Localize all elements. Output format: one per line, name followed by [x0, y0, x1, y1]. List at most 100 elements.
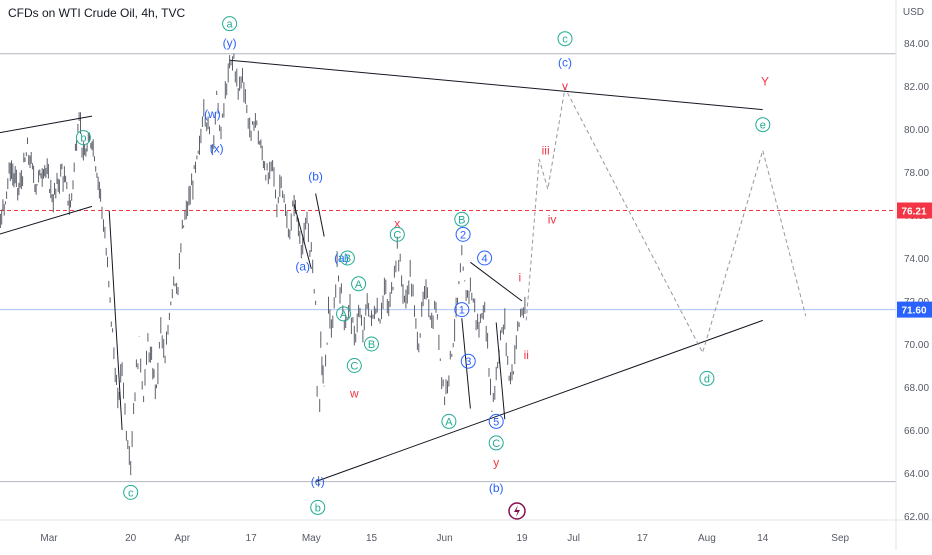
- wave-label: A: [445, 416, 453, 428]
- b-wave-line: [315, 193, 325, 237]
- x-tick-label: 17: [246, 533, 258, 544]
- wave-label-circle: [557, 31, 573, 47]
- current-price-tag-bg: [897, 301, 932, 318]
- wave-label: 2: [460, 229, 466, 241]
- price-bars: [0, 53, 526, 487]
- wave-label: (y): [223, 36, 237, 50]
- descent-line-left: [108, 210, 123, 431]
- wave-label-circle: [460, 353, 476, 369]
- short-resistance-line: [470, 261, 523, 302]
- wave-label: C: [350, 361, 358, 373]
- y-tick-label: 84.00: [904, 39, 929, 50]
- wave-3-line: [461, 318, 471, 409]
- x-tick-label: 19: [516, 533, 528, 544]
- y-tick-label: 82.00: [904, 82, 929, 93]
- early-resistance-line: [0, 115, 93, 134]
- current-price-tag: 71.60: [901, 306, 926, 317]
- wave-label: 4: [482, 253, 488, 265]
- wave-label: c: [128, 487, 134, 499]
- wave-label: w: [349, 386, 359, 400]
- wave-label-circle: [477, 250, 493, 266]
- wave-label: B: [368, 339, 375, 351]
- wave-label-circle: [699, 370, 715, 386]
- wave-label-circle: [455, 226, 471, 242]
- wave-label: A: [355, 279, 363, 291]
- y-tick-label: 68.00: [904, 383, 929, 394]
- lightning-icon: [514, 505, 520, 517]
- wave-label: Y: [761, 75, 769, 89]
- descent-line-right: [293, 204, 312, 269]
- wave-label: c: [562, 34, 568, 46]
- wave-label-circle: [488, 413, 504, 429]
- wave-label-circle: [346, 358, 362, 373]
- wave-label: (c): [311, 475, 325, 489]
- x-tick-label: Jun: [437, 533, 453, 544]
- wave-label: a: [227, 19, 234, 31]
- x-tick-label: Sep: [831, 533, 849, 544]
- wave-label: C: [492, 438, 500, 450]
- x-tick-label: Apr: [175, 533, 191, 544]
- wave-label-circle: [454, 302, 470, 318]
- wave-label: x: [394, 217, 400, 231]
- wave-label-circle: [222, 16, 238, 32]
- event-marker[interactable]: [508, 502, 526, 520]
- y-tick-label: 66.00: [904, 426, 929, 437]
- wave-label: B: [458, 214, 465, 226]
- early-support-line: [0, 205, 93, 235]
- wave-label: v: [562, 79, 568, 93]
- wave-label: b: [315, 502, 321, 514]
- chart-title: CFDs on WTI Crude Oil, 4h, TVC: [8, 6, 186, 20]
- wave-5-line: [495, 322, 506, 420]
- upper-triangle-line: [229, 59, 763, 111]
- wave-label-circle: [310, 499, 326, 515]
- wave-label: i: [519, 270, 522, 284]
- y-tick-label: 70.00: [904, 340, 929, 351]
- wave-label: 1: [459, 305, 465, 317]
- x-tick-label: 17: [637, 533, 649, 544]
- wave-label: iv: [548, 212, 557, 226]
- wave-label: (x): [210, 141, 224, 155]
- projection-path: [525, 86, 807, 354]
- wave-label-circle: [389, 226, 405, 242]
- wave-label-circle: [123, 484, 139, 500]
- wave-label-circle: [339, 250, 355, 266]
- wave-label-circle: [364, 336, 379, 352]
- wave-label: 3: [465, 356, 471, 368]
- wave-label-circle: [351, 276, 367, 292]
- wave-label: iii: [542, 144, 550, 158]
- lower-triangle-line: [315, 319, 763, 483]
- y-tick-label: 64.00: [904, 469, 929, 480]
- wave-label: (b): [308, 169, 323, 183]
- wave-label-circle: [454, 211, 470, 227]
- wave-label: B: [344, 253, 351, 265]
- wave-label: (a): [295, 260, 310, 274]
- wave-label: (b): [489, 481, 504, 495]
- x-tick-label: 20: [125, 533, 137, 544]
- x-tick-label: 15: [366, 533, 378, 544]
- currency-label: USD: [902, 7, 924, 18]
- wave-label-circle: [75, 130, 91, 146]
- y-tick-label: 62.00: [904, 512, 929, 523]
- y-tick-label: 80.00: [904, 125, 929, 136]
- level-76-21-tag: 76.21: [901, 206, 926, 217]
- x-tick-label: Jul: [567, 533, 580, 544]
- wave-label: C: [393, 229, 401, 241]
- wave-label: e: [760, 120, 766, 132]
- x-tick-label: 14: [757, 533, 769, 544]
- wave-label: d: [704, 373, 710, 385]
- wave-label: b: [80, 133, 86, 145]
- wave-label: A: [340, 309, 348, 321]
- wave-label: (a): [334, 251, 349, 265]
- wave-label: ii: [524, 348, 529, 362]
- x-tick-label: Mar: [40, 533, 58, 544]
- level-76-21-tag-bg: [897, 202, 932, 219]
- wave-label-circle: [755, 117, 771, 133]
- x-tick-label: Aug: [698, 533, 716, 544]
- wave-label-circle: [336, 306, 352, 322]
- y-tick-label: 74.00: [904, 254, 929, 265]
- wave-label: (c): [558, 55, 572, 69]
